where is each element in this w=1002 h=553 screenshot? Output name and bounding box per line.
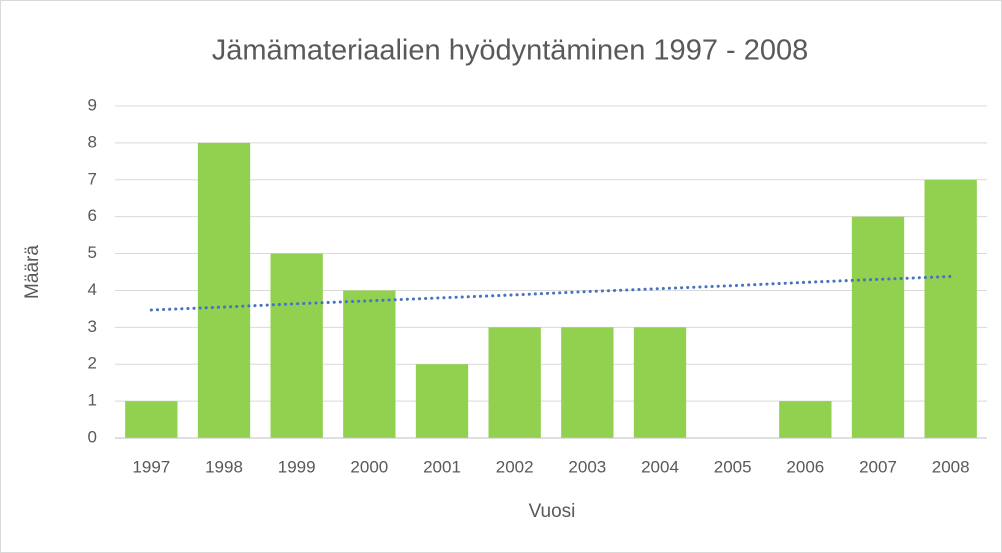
x-tick-label: 2000: [350, 457, 388, 476]
x-tick-label: 2002: [496, 457, 534, 476]
bar: [633, 327, 687, 438]
y-tick-label: 0: [88, 427, 97, 446]
x-tick-label: 2003: [568, 457, 606, 476]
x-tick-label: 2008: [932, 457, 970, 476]
bar: [924, 179, 977, 438]
y-tick-label: 4: [88, 280, 97, 299]
bar: [851, 216, 905, 438]
bar: [125, 401, 178, 438]
y-tick-label: 8: [88, 132, 97, 151]
x-tick-label: 1997: [132, 457, 170, 476]
x-tick-label: 1998: [205, 457, 243, 476]
chart-title: Jämämateriaalien hyödyntäminen 1997 - 20…: [212, 35, 808, 67]
x-tick-label: 2005: [714, 457, 752, 476]
y-tick-label: 5: [88, 243, 97, 262]
bar: [561, 327, 614, 438]
y-tick-label: 6: [88, 206, 97, 225]
bar: [779, 401, 832, 438]
bar: [488, 327, 541, 438]
bar: [343, 290, 396, 438]
trendline: [149, 274, 953, 312]
y-tick-label: 9: [88, 95, 97, 114]
y-tick-label: 2: [88, 354, 97, 373]
x-axis-label: Vuosi: [529, 501, 576, 522]
y-tick-label: 1: [88, 391, 97, 410]
bar: [197, 142, 251, 438]
y-tick-label: 7: [88, 169, 97, 188]
x-tick-label: 2001: [423, 457, 461, 476]
x-tick-label: 2006: [786, 457, 824, 476]
y-axis-label: Määrä: [22, 245, 43, 299]
bar: [415, 364, 469, 438]
bar: [270, 253, 323, 438]
y-tick-label: 3: [88, 317, 97, 336]
x-tick-label: 1999: [278, 457, 316, 476]
x-tick-label: 2004: [641, 457, 679, 476]
x-tick-label: 2007: [859, 457, 897, 476]
